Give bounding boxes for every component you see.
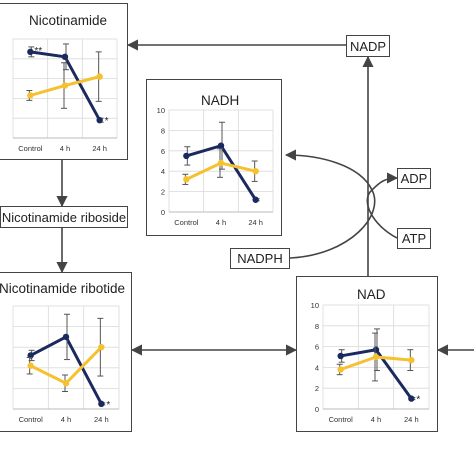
data-point-navy	[217, 142, 225, 149]
nadh-chart: 0 2 4 6 8 10 Control 4 h 24 h	[157, 106, 274, 227]
data-point-yellow	[98, 344, 105, 351]
significance-label: **	[34, 46, 42, 57]
nicotinamide-ribotide-panel: Nicotinamide ribotide Control 4 h 24 h *	[0, 272, 132, 432]
x-tick-label: Control	[18, 144, 43, 153]
nad-title: NAD	[357, 287, 386, 302]
significance-label: *	[105, 116, 109, 127]
data-point-yellow	[372, 353, 380, 361]
data-point-navy	[98, 400, 105, 408]
data-point-navy	[62, 333, 70, 341]
x-tick-label: 4 h	[61, 415, 71, 424]
data-point-navy	[61, 53, 69, 61]
adp-label-box: ADP	[397, 168, 431, 189]
arc-nadph-to-nadh	[284, 149, 376, 259]
y-tick-label: 6	[161, 147, 165, 156]
x-tick-label: 24 h	[404, 415, 419, 424]
x-tick-label: 4 h	[216, 218, 226, 227]
y-tick-label: 2	[161, 188, 165, 197]
data-point-navy	[337, 352, 344, 360]
nad-panel: NAD 0 2 4 6 8 10 Control 4 h 24 h *	[296, 276, 438, 432]
data-point-navy	[252, 196, 259, 203]
data-point-yellow	[408, 356, 415, 364]
x-tick-label: Control	[19, 415, 44, 424]
data-point-yellow	[27, 362, 34, 369]
data-point-yellow	[183, 176, 190, 183]
x-tick-label: Control	[329, 415, 354, 424]
nicotinamide-riboside-label: Nicotinamide riboside	[1, 209, 127, 225]
data-point-yellow	[27, 92, 34, 99]
data-point-yellow	[217, 159, 225, 167]
series-line-yellow	[30, 346, 103, 386]
atp-label-box: ATP	[397, 228, 431, 249]
y-tick-label: 0	[315, 405, 319, 414]
y-tick-label: 8	[315, 322, 319, 331]
data-point-navy	[408, 395, 415, 402]
nicotinamide-panel: Nicotinamide Control 4 h 24 h ** *	[0, 3, 128, 160]
y-tick-label: 10	[311, 301, 319, 310]
nicotinamide-ribotide-chart: Control 4 h 24 h *	[12, 305, 120, 424]
x-tick-label: 4 h	[60, 144, 70, 153]
atp-label: ATP	[401, 231, 427, 246]
nadh-title: NADH	[201, 93, 240, 108]
significance-label: *	[416, 395, 420, 406]
y-tick-label: 2	[315, 384, 319, 393]
y-tick-label: 6	[315, 343, 319, 352]
significance-label: *	[106, 400, 110, 411]
x-tick-label: 24 h	[92, 144, 107, 153]
y-tick-label: 8	[161, 126, 165, 135]
nad-chart: 0 2 4 6 8 10 Control 4 h 24 h *	[311, 301, 430, 424]
data-point-yellow	[337, 366, 344, 373]
x-tick-label: Control	[174, 218, 199, 227]
y-tick-label: 4	[161, 167, 165, 176]
nicotinamide-ribotide-title: Nicotinamide ribotide	[0, 281, 126, 296]
nadp-label-box: NADP	[346, 35, 390, 57]
data-point-yellow	[62, 380, 70, 387]
data-point-navy	[27, 48, 34, 56]
nicotinamide-riboside-label-box: Nicotinamide riboside	[0, 206, 128, 228]
nadh-panel: NADH 0 2 4 6 8 10 Control 4 h 24 h	[146, 79, 282, 236]
x-tick-label: 24 h	[94, 415, 109, 424]
y-tick-label: 0	[161, 208, 165, 217]
x-tick-label: 4 h	[371, 415, 381, 424]
nicotinamide-title: Nicotinamide	[29, 13, 108, 28]
y-tick-label: 10	[157, 106, 165, 115]
data-point-yellow	[96, 73, 103, 80]
adp-label: ADP	[400, 171, 428, 186]
nadp-label: NADP	[349, 38, 387, 54]
data-point-navy	[183, 152, 190, 160]
data-point-yellow	[252, 168, 259, 175]
data-point-yellow	[61, 82, 69, 89]
data-point-navy	[372, 346, 380, 353]
nadph-label: NADPH	[237, 251, 283, 266]
data-point-navy	[96, 116, 103, 124]
arc-atp-to-adp	[366, 172, 399, 239]
x-tick-label: 24 h	[248, 218, 263, 227]
y-tick-label: 4	[315, 363, 319, 372]
nicotinamide-chart: Control 4 h 24 h***	[12, 38, 118, 153]
nadph-label-box: NADPH	[230, 248, 290, 269]
